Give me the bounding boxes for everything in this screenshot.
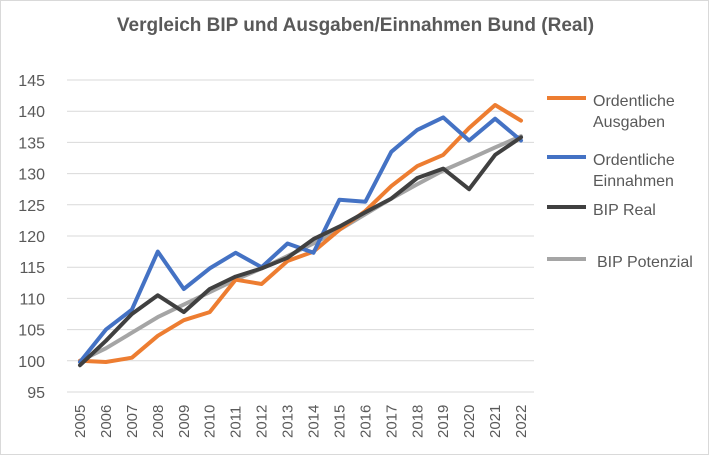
legend-label-bip-real: BIP Real xyxy=(593,202,656,219)
x-axis-tick-labels: 2005 2006 2007 2008 2009 2010 2011 2012 2013 2014… xyxy=(72,405,530,438)
y-tick-label: 110 xyxy=(19,291,45,308)
y-tick-label: 100 xyxy=(18,354,45,371)
x-tick-label: 2021 xyxy=(487,405,504,438)
series-line-ordentliche-ausgaben xyxy=(78,103,523,364)
legend-label-bip-potenzial: BIP Potenzial xyxy=(597,254,693,271)
x-tick-label: 2009 xyxy=(176,405,193,438)
y-tick-label: 135 xyxy=(18,135,45,152)
y-axis-tick-labels: 95 100 105 110 115 120 125 130 135 140 145 xyxy=(18,73,45,402)
x-tick-label: 2014 xyxy=(305,405,322,438)
gridlines xyxy=(67,79,534,393)
y-tick-label: 140 xyxy=(18,104,45,121)
x-tick-label: 2006 xyxy=(98,405,115,438)
x-tick-label: 2005 xyxy=(72,405,89,438)
x-tick-label: 2022 xyxy=(513,405,530,438)
series-lines xyxy=(78,103,523,368)
x-tick-label: 2019 xyxy=(435,405,452,438)
y-tick-label: 105 xyxy=(18,323,45,340)
x-tick-label: 2012 xyxy=(254,405,271,438)
y-tick-label: 95 xyxy=(27,385,45,402)
x-tick-label: 2010 xyxy=(202,405,219,438)
y-tick-label: 130 xyxy=(18,167,45,184)
y-tick-label: 115 xyxy=(19,260,45,277)
legend-label-ordentliche-einnahmen: Ordentliche xyxy=(593,152,675,169)
chart-title: Vergleich BIP und Ausgaben/Einnahmen Bun… xyxy=(116,15,595,36)
y-tick-label: 120 xyxy=(18,229,45,246)
y-tick-label: 145 xyxy=(18,73,45,90)
x-tick-label: 2007 xyxy=(124,405,141,438)
x-tick-label: 2015 xyxy=(331,405,348,438)
x-tick-label: 2020 xyxy=(461,405,478,438)
legend-label-ordentliche-einnahmen: Einnahmen xyxy=(593,173,674,190)
y-tick-label: 125 xyxy=(18,198,45,215)
x-tick-label: 2017 xyxy=(383,405,400,438)
x-tick-label: 2008 xyxy=(150,405,167,438)
x-tick-label: 2018 xyxy=(409,405,426,438)
x-tick-label: 2013 xyxy=(280,405,297,438)
legend-label-ordentliche-ausgaben: Ordentliche xyxy=(593,93,675,110)
x-tick-label: 2016 xyxy=(357,405,374,438)
x-tick-label: 2011 xyxy=(228,406,245,438)
legend: Ordentliche Ausgaben Ordentliche Einnahmen B… xyxy=(547,93,693,271)
legend-label-ordentliche-ausgaben: Ausgaben xyxy=(593,114,665,131)
series-line-bip-real xyxy=(78,135,523,368)
